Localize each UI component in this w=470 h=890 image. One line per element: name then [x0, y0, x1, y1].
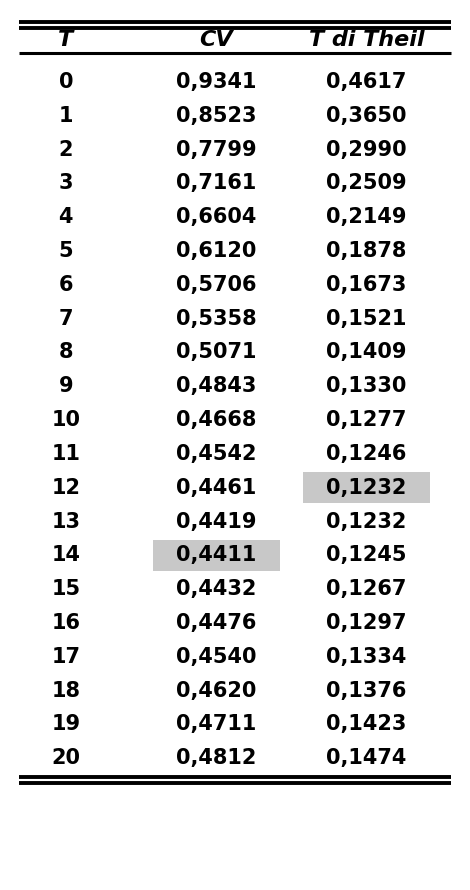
Text: 0,4843: 0,4843: [176, 376, 257, 396]
Text: 0,9341: 0,9341: [176, 72, 257, 92]
Text: 0,6604: 0,6604: [176, 207, 257, 227]
Text: 0,4419: 0,4419: [176, 512, 257, 531]
Text: 7: 7: [59, 309, 73, 328]
Text: 8: 8: [59, 343, 73, 362]
Bar: [153, 540, 280, 570]
Text: 6: 6: [59, 275, 73, 295]
Text: 1: 1: [59, 106, 73, 125]
Text: 0,1673: 0,1673: [326, 275, 407, 295]
Text: 0,1878: 0,1878: [326, 241, 407, 261]
Text: 0,1474: 0,1474: [326, 748, 407, 768]
Text: 0,5071: 0,5071: [176, 343, 257, 362]
Text: 13: 13: [51, 512, 80, 531]
Text: 0,4812: 0,4812: [176, 748, 257, 768]
Text: 0,1232: 0,1232: [326, 512, 407, 531]
Text: 0,7799: 0,7799: [176, 140, 257, 159]
Text: 0: 0: [59, 72, 73, 92]
Text: CV: CV: [199, 30, 233, 50]
Text: 0,1297: 0,1297: [326, 613, 407, 633]
Text: 2: 2: [59, 140, 73, 159]
Text: 16: 16: [51, 613, 80, 633]
Text: 0,1246: 0,1246: [326, 444, 407, 464]
Text: 3: 3: [59, 174, 73, 193]
Text: 0,1232: 0,1232: [326, 478, 407, 498]
Text: 0,4476: 0,4476: [176, 613, 257, 633]
Text: 17: 17: [51, 647, 80, 667]
Text: 20: 20: [51, 748, 80, 768]
Text: 0,3650: 0,3650: [326, 106, 407, 125]
Bar: [303, 473, 430, 503]
Text: 0,7161: 0,7161: [176, 174, 257, 193]
Text: 0,1409: 0,1409: [326, 343, 407, 362]
Text: 0,4461: 0,4461: [176, 478, 257, 498]
Text: 0,1245: 0,1245: [326, 546, 407, 565]
Text: 5: 5: [58, 241, 73, 261]
Text: 4: 4: [59, 207, 73, 227]
Text: 14: 14: [51, 546, 80, 565]
Text: 15: 15: [51, 579, 80, 599]
Text: 11: 11: [51, 444, 80, 464]
Text: 0,4432: 0,4432: [176, 579, 257, 599]
Text: 19: 19: [51, 715, 80, 734]
Text: 0,2509: 0,2509: [326, 174, 407, 193]
Text: 0,1521: 0,1521: [326, 309, 407, 328]
Text: T: T: [58, 30, 73, 50]
Text: 0,1277: 0,1277: [326, 410, 407, 430]
Text: 0,1376: 0,1376: [326, 681, 407, 700]
Text: 0,2149: 0,2149: [326, 207, 407, 227]
Text: T di Theil: T di Theil: [309, 30, 424, 50]
Text: 9: 9: [58, 376, 73, 396]
Text: 0,5706: 0,5706: [176, 275, 257, 295]
Text: 0,4711: 0,4711: [176, 715, 257, 734]
Text: 0,8523: 0,8523: [176, 106, 257, 125]
Text: 0,4617: 0,4617: [326, 72, 407, 92]
Text: 18: 18: [51, 681, 80, 700]
Text: 0,4668: 0,4668: [176, 410, 257, 430]
Text: 12: 12: [51, 478, 80, 498]
Text: 10: 10: [51, 410, 80, 430]
Text: 0,4411: 0,4411: [176, 546, 257, 565]
Text: 0,4542: 0,4542: [176, 444, 257, 464]
Text: 0,4540: 0,4540: [176, 647, 257, 667]
Text: 0,6120: 0,6120: [176, 241, 257, 261]
Text: 0,4620: 0,4620: [176, 681, 257, 700]
Text: 0,1334: 0,1334: [326, 647, 407, 667]
Text: 0,1330: 0,1330: [326, 376, 407, 396]
Text: 0,1267: 0,1267: [326, 579, 407, 599]
Text: 0,1423: 0,1423: [326, 715, 407, 734]
Text: 0,5358: 0,5358: [176, 309, 257, 328]
Text: 0,2990: 0,2990: [326, 140, 407, 159]
